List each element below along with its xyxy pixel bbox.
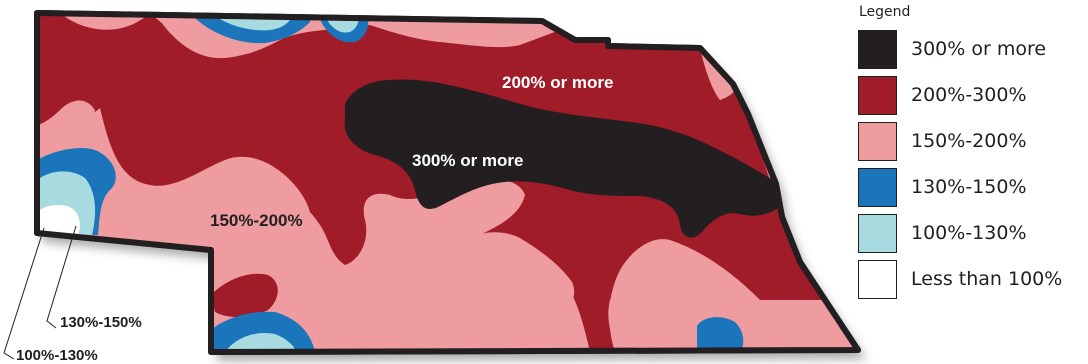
legend-item: 100%-130% <box>858 210 1086 256</box>
legend-item: 150%-200% <box>858 118 1086 164</box>
callout-line-100-130 <box>3 227 45 360</box>
legend-label: 200%-300% <box>911 84 1027 106</box>
label-200-or-more: 200% or more <box>502 73 614 92</box>
legend-items: 300% or more 200%-300% 150%-200% 130%-15… <box>858 26 1086 302</box>
legend-swatch <box>858 259 897 299</box>
legend: Legend 300% or more 200%-300% 150%-200% … <box>858 4 1086 302</box>
zone-less-than-100 <box>37 204 80 235</box>
state-border <box>34 10 861 355</box>
legend-swatch <box>858 75 897 115</box>
zone-150-200 <box>468 232 575 318</box>
legend-swatch <box>858 213 897 253</box>
zone-200-300 <box>211 273 278 318</box>
zone-130-150 <box>697 317 744 352</box>
legend-swatch <box>858 29 897 69</box>
label-300-or-more: 300% or more <box>412 151 524 170</box>
legend-label: 130%-150% <box>911 176 1027 198</box>
legend-label: 150%-200% <box>911 130 1027 152</box>
callout-130-150: 130%-150% <box>60 314 142 331</box>
legend-item: 130%-150% <box>858 164 1086 210</box>
legend-label: 300% or more <box>911 38 1047 60</box>
legend-title: Legend <box>859 4 911 20</box>
label-150-200: 150%-200% <box>210 211 303 230</box>
zone-100-130 <box>225 332 296 352</box>
legend-swatch <box>858 121 897 161</box>
legend-item: Less than 100% <box>858 256 1086 302</box>
zone-300-or-more <box>344 79 782 238</box>
legend-swatch <box>858 167 897 207</box>
legend-label: 100%-130% <box>911 222 1027 244</box>
zone-150-200 <box>609 239 858 352</box>
legend-item: 300% or more <box>858 26 1086 72</box>
zone-150-200 <box>37 108 312 255</box>
legend-label: Less than 100% <box>911 268 1063 290</box>
callout-100-130: 100%-130% <box>16 347 98 364</box>
callout-line-130-150 <box>46 225 77 329</box>
legend-item: 200%-300% <box>858 72 1086 118</box>
